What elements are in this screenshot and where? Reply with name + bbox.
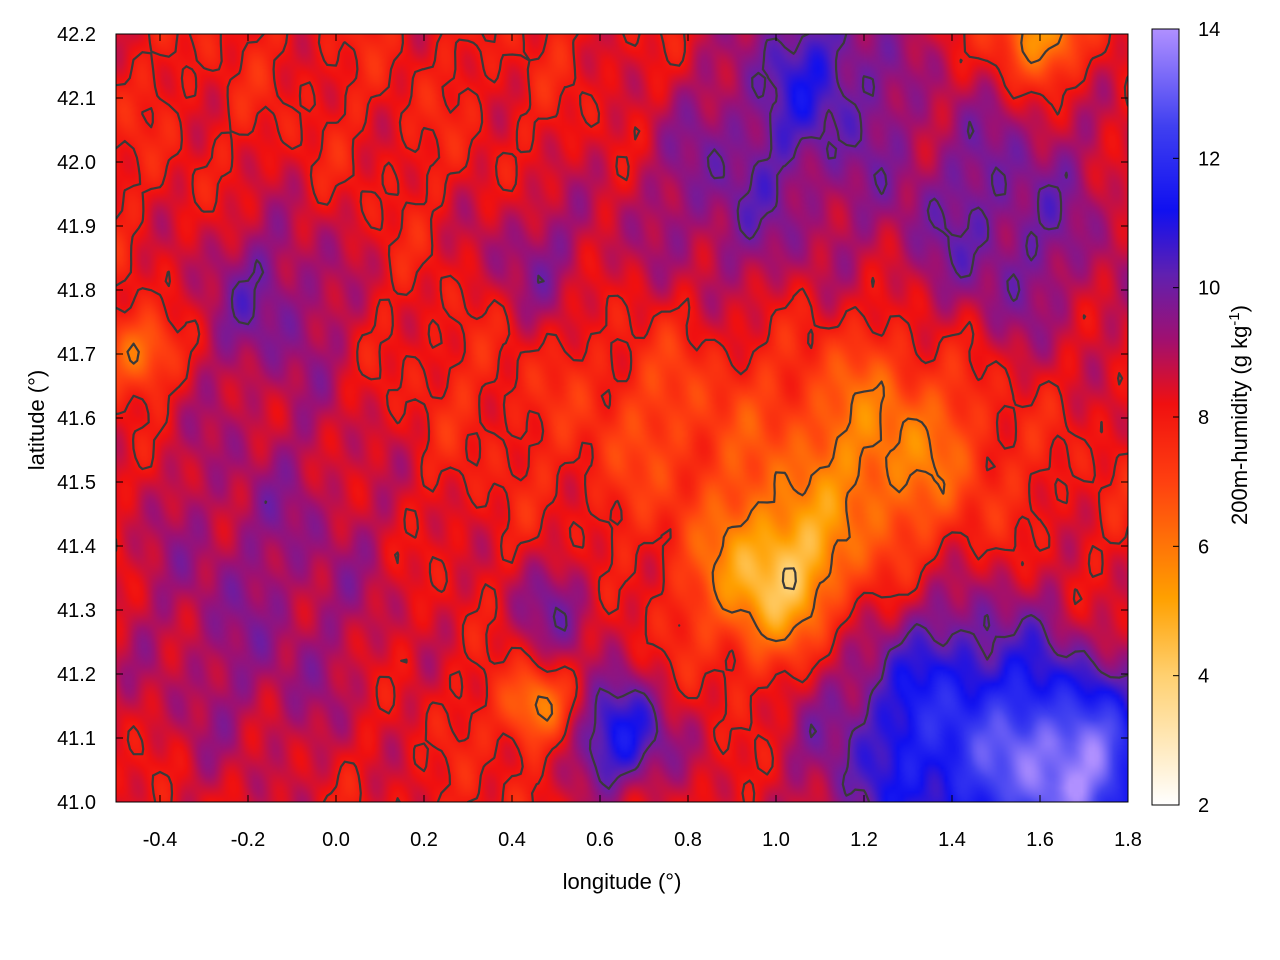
y-tick-label: 41.5 [57, 472, 96, 494]
x-tick-label: 1.4 [938, 829, 966, 851]
colorbar-tick-label: 4 [1198, 666, 1209, 688]
x-tick-label: 1.0 [762, 829, 790, 851]
contour-lines [116, 34, 1128, 802]
x-tick-label: 1.8 [1114, 829, 1142, 851]
y-tick-label: 41.9 [57, 216, 96, 238]
y-tick-label: 41.4 [57, 536, 96, 558]
x-axis-title: longitude (°) [563, 869, 682, 894]
heatmap-field [116, 34, 1128, 802]
x-tick-label: -0.2 [231, 829, 265, 851]
colorbar-title-end: ) [1227, 305, 1252, 312]
colorbar-tick-label: 14 [1198, 19, 1220, 41]
y-axis-title: latitude (°) [24, 370, 49, 471]
y-tick-label: 42.2 [57, 24, 96, 46]
x-axis: -0.4 -0.2 0.0 0.2 0.4 0.6 0.8 1.0 1.2 1.4 1.6 1.8 [143, 34, 1142, 851]
y-tick-label: 42.0 [57, 152, 96, 174]
y-tick-label: 41.2 [57, 664, 96, 686]
colorbar-tick-label: 8 [1198, 407, 1209, 429]
y-tick-label: 42.1 [57, 88, 96, 110]
y-axis: 41.0 41.1 41.2 41.3 41.4 41.5 41.6 41.7 41.8 41.9… [57, 24, 1128, 814]
colorbar-tick-label: 6 [1198, 536, 1209, 558]
y-tick-label: 41.7 [57, 344, 96, 366]
y-tick-label: 41.8 [57, 280, 96, 302]
colorbar-tick-label: 10 [1198, 278, 1220, 300]
x-tick-label: 0.8 [674, 829, 702, 851]
y-tick-label: 41.1 [57, 728, 96, 750]
colorbar-title-main: 200m-humidity (g kg [1227, 326, 1252, 525]
colorbar-title: 200m-humidity (g kg-1) [1226, 305, 1252, 525]
contour-level-line [116, 34, 1128, 802]
y-tick-label: 41.0 [57, 792, 96, 814]
x-tick-label: 0.0 [322, 829, 350, 851]
y-tick-label: 41.6 [57, 408, 96, 430]
x-tick-label: 1.6 [1026, 829, 1054, 851]
x-tick-label: 0.2 [410, 829, 438, 851]
plot-area [116, 34, 1128, 802]
contour-level-line [781, 567, 797, 591]
colorbar-tick-label: 12 [1198, 148, 1220, 170]
x-tick-label: 0.4 [498, 829, 526, 851]
x-tick-label: -0.4 [143, 829, 177, 851]
colorbar-tick-label: 2 [1198, 795, 1209, 817]
y-tick-label: 41.3 [57, 600, 96, 622]
contour-level-line [230, 34, 1128, 802]
x-tick-label: 0.6 [586, 829, 614, 851]
contour-level-line [126, 34, 1063, 722]
colorbar-title-sup: -1 [1226, 312, 1243, 325]
colorbar-ticks: 2 4 6 8 10 12 14 [1173, 19, 1220, 817]
x-tick-label: 1.2 [850, 829, 878, 851]
